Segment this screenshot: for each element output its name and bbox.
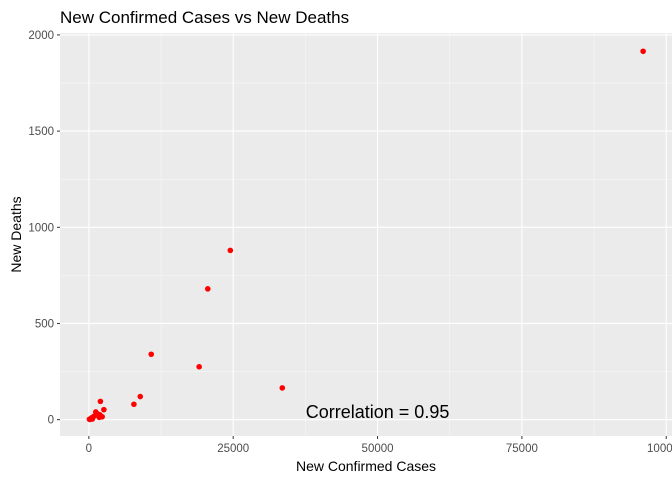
- data-point: [87, 416, 93, 423]
- y-axis-title: New Deaths: [8, 196, 24, 272]
- y-tick-label: 1000: [28, 222, 54, 234]
- data-point: [205, 286, 211, 292]
- data-point: [137, 393, 144, 400]
- data-points: [86, 48, 646, 423]
- data-point: [131, 401, 137, 408]
- plot-panel: [60, 33, 672, 436]
- x-tick-label: 100000: [647, 443, 672, 455]
- x-axis-title: New Confirmed Cases: [296, 458, 436, 474]
- x-tick-label: 75000: [506, 443, 538, 455]
- chart-title: New Confirmed Cases vs New Deaths: [60, 8, 349, 27]
- y-tick-label: 500: [35, 318, 54, 330]
- minor-gridlines: [60, 33, 672, 436]
- major-gridlines: [60, 33, 672, 436]
- y-tick-label: 1500: [28, 126, 54, 138]
- y-tick-label: 2000: [28, 30, 54, 42]
- data-point: [227, 247, 234, 254]
- x-tick-label: 50000: [362, 443, 394, 455]
- data-point: [96, 414, 103, 421]
- data-point: [196, 363, 202, 370]
- data-point: [97, 398, 104, 405]
- data-point: [148, 351, 155, 358]
- x-axis-ticks: 0 25000 50000 75000 100000: [86, 436, 672, 455]
- x-tick-label: 25000: [217, 443, 249, 455]
- x-tick-label: 0: [86, 443, 92, 455]
- data-point: [279, 385, 286, 391]
- correlation-annotation: Correlation = 0.95: [306, 402, 450, 422]
- y-tick-label: 0: [48, 415, 54, 427]
- data-point: [640, 48, 646, 55]
- y-axis-ticks: 0 500 1000 1500 2000: [28, 30, 60, 427]
- data-point: [101, 406, 107, 413]
